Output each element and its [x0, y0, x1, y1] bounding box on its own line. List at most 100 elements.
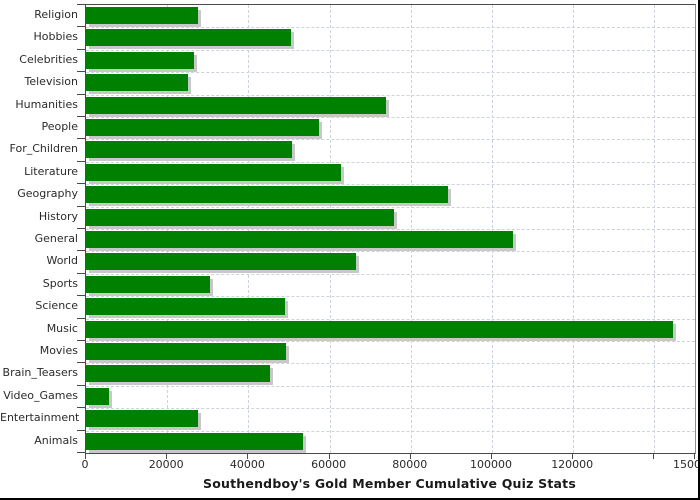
bar-world — [86, 253, 356, 271]
bar-science — [86, 298, 285, 316]
bar-video_games — [86, 387, 110, 405]
y-axis-tick — [77, 4, 85, 5]
x-axis-label: 100000 — [470, 458, 512, 471]
x-axis-tick — [653, 453, 655, 459]
horizontal-gridline — [86, 318, 695, 320]
y-axis-label: Brain_Teasers — [2, 366, 78, 380]
horizontal-gridline — [86, 206, 695, 208]
y-axis-tick — [77, 71, 85, 73]
horizontal-gridline — [86, 72, 695, 74]
chart-title: Southendboy's Gold Member Cumulative Qui… — [203, 476, 576, 491]
y-axis-tick — [77, 452, 85, 453]
y-axis-tick — [77, 272, 85, 274]
y-axis-label: World — [46, 254, 78, 268]
y-axis-tick — [77, 384, 85, 386]
y-axis-tick — [77, 250, 85, 252]
horizontal-gridline — [86, 94, 695, 96]
x-axis-tick — [166, 453, 168, 459]
bar-entertainment — [86, 410, 198, 428]
y-axis-label: Animals — [34, 433, 78, 447]
bar-history — [86, 208, 394, 226]
horizontal-gridline — [86, 139, 695, 141]
x-axis-tick — [328, 453, 330, 459]
bar-hobbies — [86, 29, 291, 47]
y-axis-label: Humanities — [15, 97, 78, 111]
bar-literature — [86, 163, 341, 181]
y-axis-label: Geography — [17, 187, 78, 201]
x-axis-tick — [572, 453, 574, 459]
horizontal-gridline — [86, 296, 695, 298]
y-axis-label: Movies — [39, 344, 78, 357]
y-axis-label: Television — [24, 75, 79, 89]
y-axis-label: Entertainment — [0, 411, 80, 425]
y-axis-tick — [77, 317, 85, 319]
x-axis-end-tick — [694, 453, 695, 459]
y-axis-label: Hobbies — [33, 30, 78, 44]
x-axis-tick — [247, 453, 249, 459]
y-axis-tick — [77, 116, 85, 117]
x-axis-label: 80000 — [392, 458, 428, 471]
horizontal-gridline — [86, 229, 695, 230]
y-axis-tick — [77, 183, 85, 185]
y-axis-label: History — [38, 209, 78, 223]
x-axis-label: 0 — [81, 458, 89, 471]
x-axis-tick — [491, 453, 492, 459]
horizontal-gridline — [86, 49, 695, 51]
y-axis-label: Science — [35, 299, 78, 313]
plot-area — [85, 4, 696, 454]
bar-television — [86, 74, 188, 92]
horizontal-gridline — [86, 408, 695, 410]
y-axis-tick — [77, 429, 85, 431]
x-axis-tick — [409, 453, 411, 459]
y-axis-tick — [77, 138, 85, 140]
y-axis-tick — [77, 93, 85, 95]
y-axis-label: Video_Games — [3, 388, 78, 402]
horizontal-gridline — [86, 430, 695, 432]
x-axis-end-label: 150000 — [673, 458, 698, 471]
y-axis-tick — [77, 340, 85, 341]
y-axis-label: For_Children — [9, 142, 78, 156]
y-axis-tick — [77, 26, 85, 28]
y-axis-tick — [77, 228, 85, 229]
bar-celebrities — [86, 51, 195, 69]
bar-brain_teasers — [86, 365, 270, 383]
x-axis-tick — [85, 453, 86, 459]
y-axis-label: Celebrities — [19, 52, 78, 66]
y-axis-label: People — [41, 120, 78, 133]
y-axis-tick — [77, 205, 85, 207]
horizontal-gridline — [86, 27, 695, 29]
bar-religion — [86, 7, 198, 24]
horizontal-gridline — [86, 273, 695, 275]
bar-movies — [86, 343, 287, 360]
bar-for_children — [86, 141, 292, 159]
x-axis-label: 40000 — [229, 458, 265, 471]
x-axis-label: 20000 — [148, 458, 184, 471]
horizontal-gridline — [86, 251, 695, 253]
bar-humanities — [86, 96, 387, 114]
horizontal-gridline — [86, 184, 695, 186]
bar-people — [86, 119, 320, 136]
x-axis-label: 60000 — [311, 458, 347, 471]
x-axis-label: 120000 — [551, 458, 594, 471]
y-axis-label: Literature — [24, 164, 78, 178]
y-axis-tick — [77, 362, 85, 364]
y-axis-tick — [77, 295, 85, 297]
y-axis-label: Sports — [42, 276, 78, 290]
bar-general — [86, 231, 514, 248]
y-axis-label: General — [34, 232, 78, 245]
bar-sports — [86, 275, 211, 293]
horizontal-gridline — [86, 161, 695, 163]
y-axis-label: Music — [46, 321, 78, 335]
y-axis-label: Religion — [34, 8, 78, 21]
horizontal-gridline — [86, 385, 695, 387]
bar-animals — [86, 432, 303, 450]
y-axis-tick — [77, 407, 85, 409]
y-axis-tick — [77, 48, 85, 50]
horizontal-gridline — [86, 117, 695, 118]
y-axis-tick — [77, 160, 85, 162]
bar-geography — [86, 186, 449, 204]
horizontal-gridline — [86, 363, 695, 365]
bar-music — [86, 320, 673, 338]
horizontal-gridline — [86, 341, 695, 342]
